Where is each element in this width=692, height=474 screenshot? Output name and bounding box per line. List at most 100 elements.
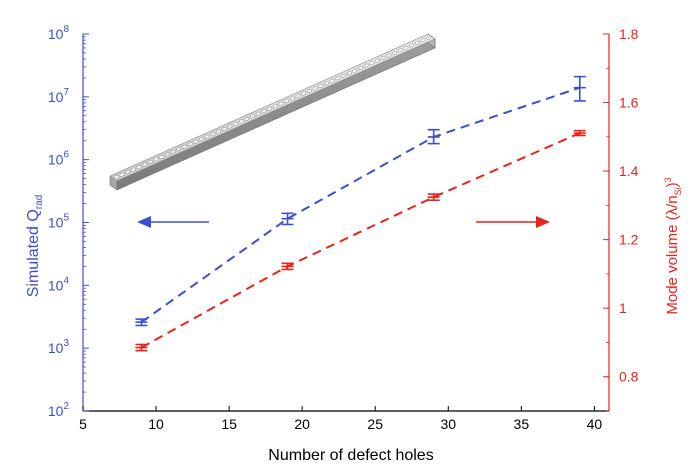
nanobeam-hole [182, 144, 187, 149]
error-bar-right [427, 193, 440, 202]
nanobeam-hole [380, 56, 386, 60]
nanobeam-hole [409, 43, 414, 48]
nanobeam-hole [369, 61, 375, 65]
left-y-tick-base: 10 [48, 26, 64, 42]
nanobeam-hole [261, 109, 267, 114]
left-y-axis-label-main: Simulated Q [25, 209, 42, 297]
x-tick-label: 30 [440, 416, 456, 432]
nanobeam-hole [278, 101, 284, 106]
left-y-axis-label: Simulated Qrad [25, 195, 45, 298]
left-y-tick-label: 104 [48, 275, 70, 293]
series-line-left [140, 86, 581, 323]
nanobeam-hole [210, 132, 216, 136]
nanobeam-hole [375, 58, 380, 63]
nanobeam-hole [142, 162, 148, 167]
nanobeam-hole [295, 94, 301, 98]
error-bar-left [573, 75, 586, 102]
right-y-axis-label-sup: 3 [663, 177, 673, 182]
left-y-tick-label: 106 [48, 150, 70, 168]
nanobeam-hole [301, 91, 307, 96]
nanobeam-hole [341, 73, 346, 78]
left-y-tick-exponent: 3 [63, 338, 69, 349]
left-y-tick-base: 10 [48, 403, 64, 419]
left-y-tick-exponent: 4 [63, 275, 69, 286]
left-y-tick-base: 10 [48, 215, 64, 231]
right-y-tick-label: 1.8 [619, 26, 639, 42]
nanobeam-hole [238, 119, 244, 124]
left-axis-arrow-head [137, 216, 151, 228]
nanobeam-inset [109, 33, 436, 191]
nanobeam-hole [233, 122, 238, 126]
nanobeam-hole [426, 35, 432, 40]
nanobeam-hole [346, 71, 352, 76]
error-bar-right [135, 343, 148, 352]
series-line-right [140, 132, 581, 349]
right-y-tick-label: 1.2 [619, 232, 639, 248]
left-y-tick-exponent: 5 [63, 213, 69, 224]
nanobeam-hole [290, 96, 295, 101]
nanobeam-side-face [116, 38, 436, 191]
nanobeam-hole [420, 38, 426, 43]
nanobeam-hole [272, 104, 278, 109]
nanobeam-hole [255, 111, 261, 116]
left-y-tick-exponent: 8 [63, 24, 69, 35]
error-bar-left [281, 212, 294, 226]
left-y-axis-label-sub: rad [34, 195, 45, 209]
error-bar-left [135, 318, 148, 327]
nanobeam-hole [307, 89, 312, 93]
nanobeam-hole [324, 81, 329, 86]
x-tick-label: 20 [294, 416, 310, 432]
nanobeam-hole [244, 116, 250, 121]
left-y-tick-label: 105 [48, 213, 70, 231]
nanobeam-top-face [109, 33, 436, 182]
nanobeam-hole [159, 155, 165, 159]
right-y-axis-label-close: ) [664, 182, 681, 187]
nanobeam-hole [312, 86, 318, 91]
x-tick-label: 5 [79, 416, 87, 432]
nanobeam-hole [199, 137, 204, 142]
nanobeam-hole [153, 157, 159, 162]
right-y-axis-label-sub: Si [673, 187, 683, 195]
nanobeam-hole [221, 127, 227, 131]
nanobeam-hole [363, 63, 369, 68]
left-y-tick-label: 103 [48, 338, 70, 356]
plot-area [135, 75, 586, 352]
axes: 5 10 15 20 25 30 35 401021031041051061071080.81… [48, 24, 639, 432]
nanobeam-hole [136, 165, 142, 169]
x-tick-label: 40 [587, 416, 603, 432]
left-y-tick-base: 10 [48, 89, 64, 105]
nanobeam-hole [267, 106, 273, 111]
left-y-tick-label: 107 [48, 87, 70, 105]
nanobeam-hole [193, 139, 199, 144]
nanobeam-hole [176, 147, 182, 152]
nanobeam-hole [119, 172, 125, 177]
nanobeam-hole [414, 40, 420, 45]
right-y-axis-label-main: Mode volume (λ/n [664, 195, 681, 314]
nanobeam-hole [329, 78, 335, 83]
nanobeam-hole [335, 76, 341, 81]
nanobeam-hole [284, 99, 290, 103]
nanobeam-hole [352, 68, 358, 73]
error-bar-right [573, 129, 586, 137]
nanobeam-hole [131, 167, 136, 172]
nanobeam-hole [318, 84, 324, 88]
nanobeam-hole [392, 51, 397, 55]
nanobeam-hole [125, 170, 131, 174]
nanobeam-hole [227, 124, 233, 129]
left-y-tick-base: 10 [48, 340, 64, 356]
nanobeam-hole [397, 48, 403, 53]
nanobeam-hole [148, 160, 153, 164]
error-bar-left [427, 128, 440, 145]
nanobeam-hole [170, 149, 176, 154]
right-y-tick-label: 1.4 [619, 163, 639, 179]
nanobeam-hole [250, 114, 255, 119]
right-y-axis-label: Mode volume (λ/nSi)3 [663, 177, 683, 314]
error-bar-right [281, 262, 294, 271]
nanobeam-hole [386, 53, 392, 58]
left-y-tick-exponent: 7 [63, 87, 69, 98]
nanobeam-hole [204, 134, 210, 139]
nanobeam-hole [113, 175, 119, 180]
left-y-tick-base: 10 [48, 152, 64, 168]
left-y-tick-base: 10 [48, 277, 64, 293]
